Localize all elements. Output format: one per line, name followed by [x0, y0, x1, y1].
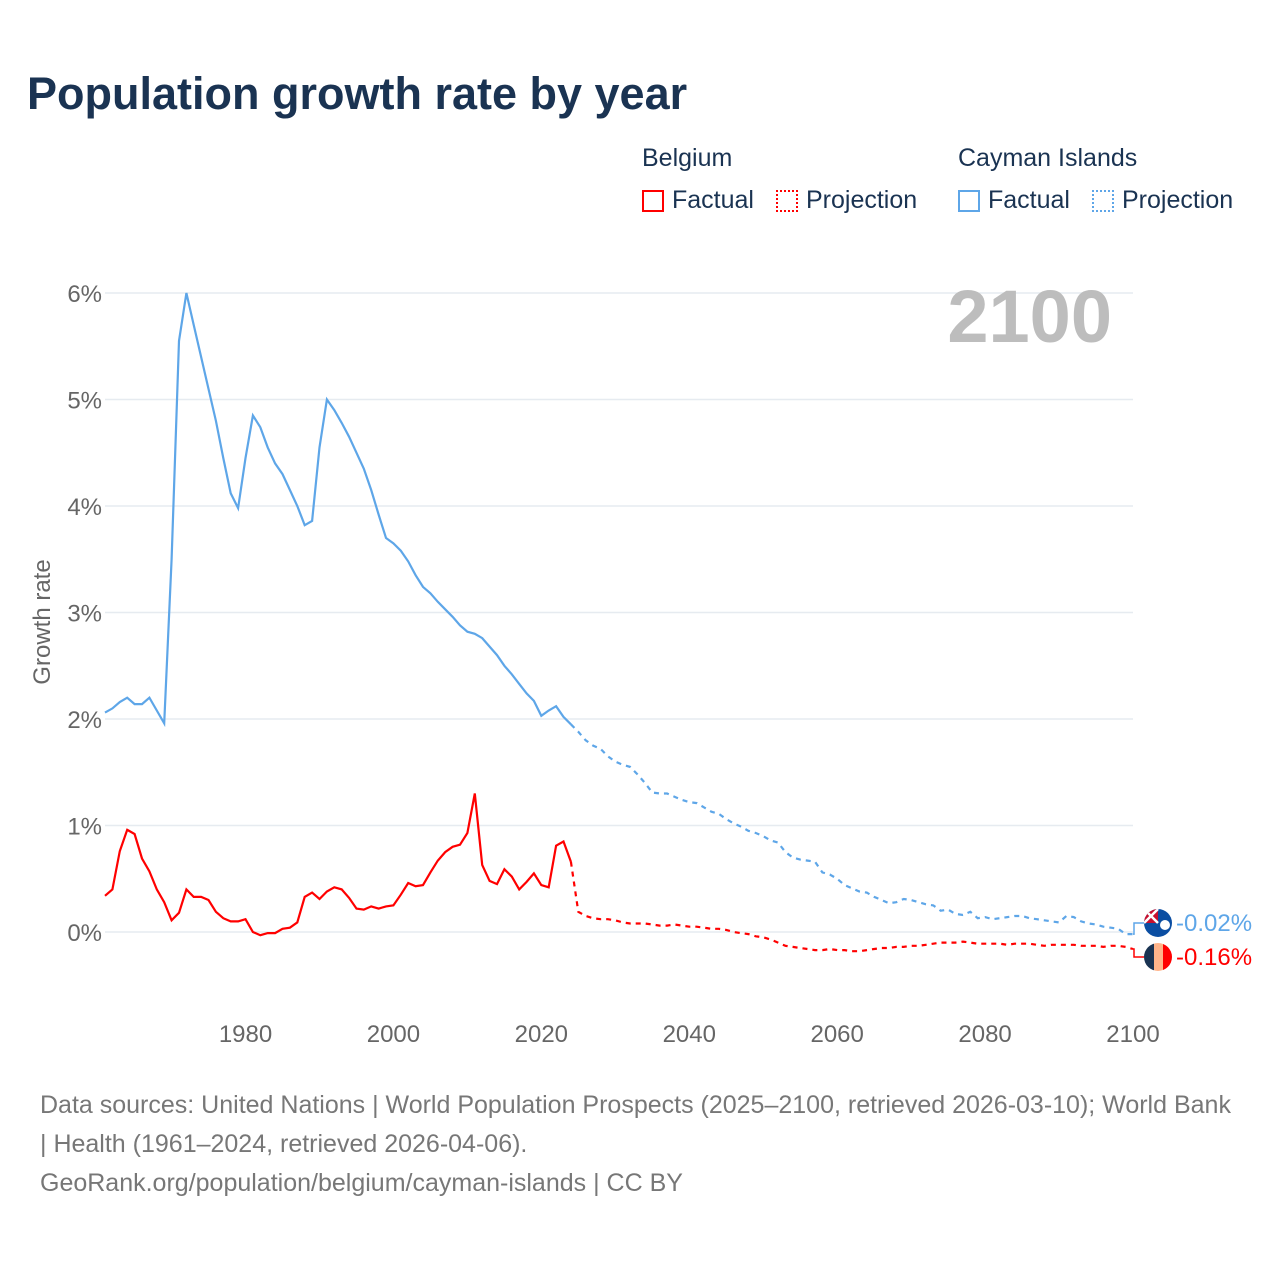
cayman-islands-label-connector [1133, 922, 1144, 935]
legend-belgium-projection[interactable]: Projection [776, 186, 917, 215]
legend-label: Projection [1122, 186, 1234, 214]
legend-belgium-factual[interactable]: Factual [642, 186, 754, 215]
cayman-islands-flag-icon [1144, 909, 1172, 937]
y-tick-label: 4% [67, 494, 102, 521]
y-tick-label: 3% [67, 601, 102, 628]
belgium-flag-icon [1144, 943, 1172, 971]
legend-swatch-dotted [776, 189, 798, 212]
legend-label: Factual [672, 186, 754, 214]
belgium-factual-line [104, 793, 572, 937]
y-tick-label: 0% [67, 920, 102, 947]
x-tick-label: 2060 [810, 1021, 863, 1048]
legend-belgium-title: Belgium [642, 144, 733, 172]
x-tick-label: 2000 [367, 1021, 420, 1048]
legend-swatch-solid [958, 189, 980, 212]
y-tick-label: 5% [67, 388, 102, 415]
legend-cayman-factual[interactable]: Factual [958, 186, 1070, 215]
y-axis-label: Growth rate [29, 559, 56, 684]
cayman-islands-projection-line [570, 723, 1133, 936]
y-tick-label: 6% [67, 281, 102, 308]
attribution-link[interactable]: GeoRank.org/population/belgium/cayman-is… [40, 1169, 683, 1197]
x-tick-label: 2100 [1106, 1021, 1159, 1048]
x-tick-label: 2020 [515, 1021, 568, 1048]
belgium-projection-line [569, 861, 1134, 953]
belgium-end-value: -0.16% [1176, 944, 1252, 971]
legend-label: Factual [988, 186, 1070, 214]
x-tick-label: 2040 [663, 1021, 716, 1048]
chart-title: Population growth rate by year [27, 68, 688, 119]
footer: Data sources: United Nations | World Pop… [40, 1086, 1240, 1203]
belgium-label-connector [1133, 948, 1144, 958]
y-tick-label: 2% [67, 707, 102, 734]
legend-label: Projection [806, 186, 918, 214]
legend-swatch-dotted [1092, 189, 1114, 212]
legend-cayman-title: Cayman Islands [958, 144, 1138, 172]
y-tick-label: 1% [67, 814, 102, 841]
legend-swatch-solid [642, 189, 664, 212]
cayman-islands-factual-line [104, 292, 572, 728]
cayman-end-value: -0.02% [1176, 910, 1252, 937]
legend-cayman-projection[interactable]: Projection [1092, 186, 1233, 215]
x-tick-label: 2080 [958, 1021, 1011, 1048]
x-tick-label: 1980 [219, 1021, 272, 1048]
data-sources: Data sources: United Nations | World Pop… [40, 1091, 1231, 1158]
year-label: 2100 [947, 275, 1112, 358]
